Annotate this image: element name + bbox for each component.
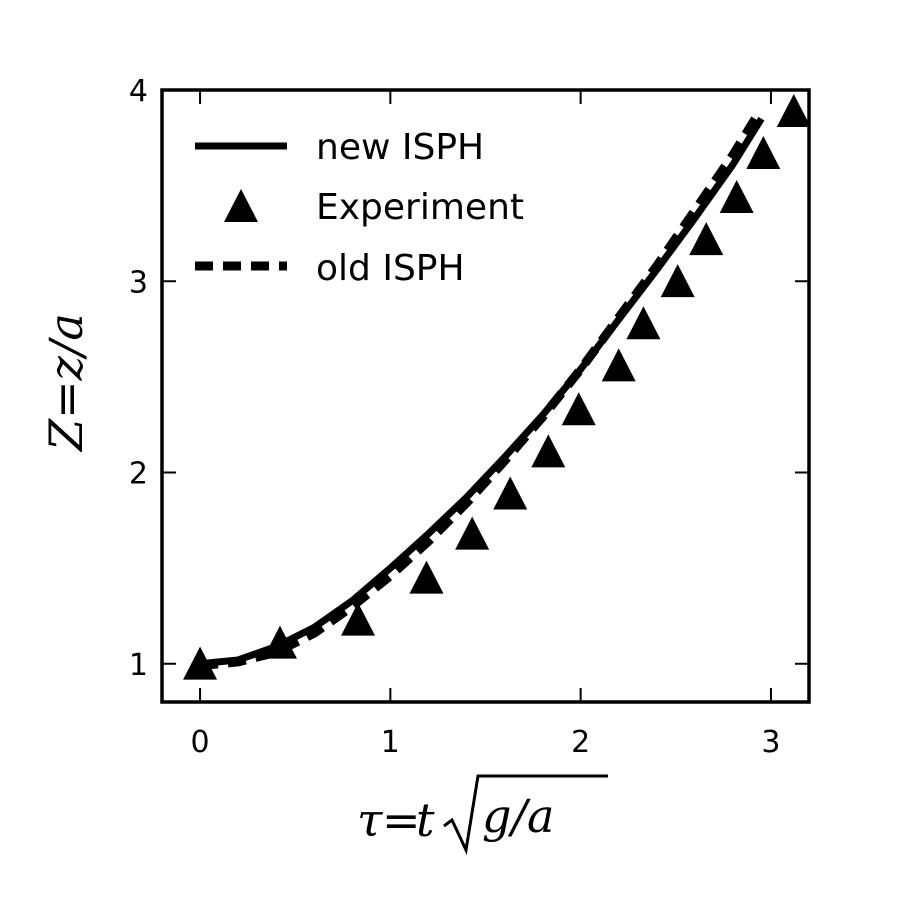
plot-area: 0 1 2 3 1 2 3 4: [129, 74, 811, 760]
x-axis-label: τ = t g/a: [357, 774, 608, 856]
legend-label-old-isph: old ISPH: [316, 248, 465, 289]
legend: new ISPH Experiment old ISPH: [195, 127, 524, 289]
x-tick-label: 1: [381, 725, 400, 760]
y-tick-label: 3: [129, 265, 148, 300]
y-tick-label: 4: [129, 74, 148, 109]
tick-layer: 0 1 2 3 1 2 3 4: [129, 74, 809, 760]
data-point-experiment: [493, 476, 528, 510]
series-layer: [183, 93, 811, 680]
y-label-rhs: z/a: [39, 313, 93, 381]
y-label-text: Z=z/a: [39, 313, 93, 453]
axes-frame: [160, 88, 811, 704]
data-point-experiment: [561, 392, 596, 426]
y-tick-label: 1: [129, 648, 148, 683]
data-point-experiment: [341, 602, 376, 636]
data-point-experiment: [531, 434, 566, 468]
x-label-t: t: [416, 793, 435, 847]
x-label-radical-sign: [443, 774, 608, 856]
y-label-equals: =: [39, 380, 93, 419]
data-point-experiment: [776, 93, 811, 127]
x-label-radicand: g/a: [482, 789, 554, 843]
data-point-experiment: [719, 180, 754, 214]
x-tick-label: 0: [191, 725, 210, 760]
x-label-equals: =: [382, 793, 421, 847]
legend-swatch-experiment: [224, 189, 258, 222]
legend-label-experiment: Experiment: [316, 187, 524, 228]
series-experiment: [183, 93, 811, 680]
data-point-experiment: [409, 560, 444, 594]
y-label-lhs: Z: [39, 418, 93, 453]
data-point-experiment: [455, 516, 490, 550]
y-axis-label: Z=z/a: [39, 313, 93, 453]
series-line-old-isph: [199, 112, 762, 671]
data-point-experiment: [689, 222, 724, 256]
x-tick-label: 2: [571, 725, 590, 760]
data-point-experiment: [746, 136, 781, 170]
legend-label-new-isph: new ISPH: [316, 127, 484, 168]
data-point-experiment: [626, 306, 661, 340]
y-tick-label: 2: [129, 457, 148, 492]
data-point-experiment: [601, 348, 636, 382]
data-point-experiment: [660, 264, 695, 298]
x-tick-label: 3: [761, 725, 780, 760]
x-label-tau: τ: [357, 793, 384, 847]
